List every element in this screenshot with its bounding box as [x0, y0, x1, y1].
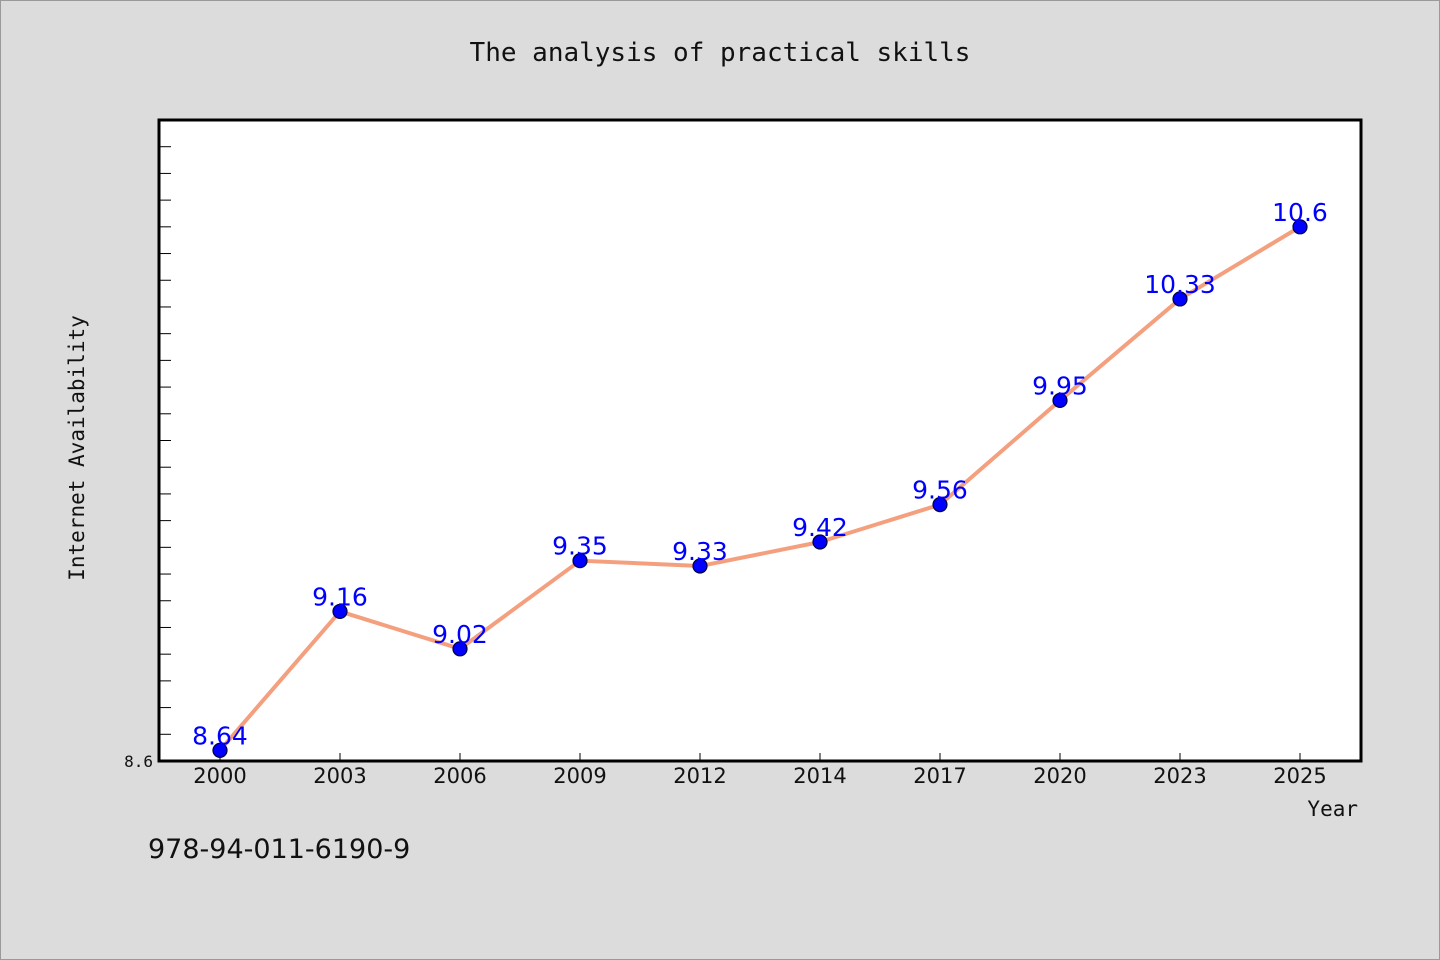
- data-point: [452, 641, 468, 657]
- data-label: 9.02: [432, 620, 488, 649]
- series-line: [218, 225, 1302, 752]
- data-label: 9.95: [1032, 371, 1088, 400]
- data-label: 8.64: [192, 721, 248, 750]
- series-markers: [212, 219, 1308, 758]
- data-point: [812, 534, 828, 550]
- x-tick-label: 2020: [1033, 764, 1086, 788]
- data-label: 9.16: [312, 582, 368, 611]
- data-point: [1292, 219, 1308, 235]
- x-tick-label: 2023: [1153, 764, 1206, 788]
- x-tick-label: 2025: [1273, 764, 1326, 788]
- data-point: [932, 497, 948, 513]
- data-point: [332, 603, 348, 620]
- x-tick-label: 2003: [313, 764, 366, 788]
- data-label: 10.33: [1144, 270, 1216, 299]
- data-label: 10.6: [1272, 198, 1328, 227]
- x-tick-label: 2000: [193, 764, 246, 788]
- y-tick-label: 8.6: [124, 752, 153, 771]
- x-tick-label: 2012: [673, 764, 726, 788]
- data-labels: 8.64 9.16 9.02 9.35 9.33 9.42 9.56 9.95 10.33 10.…: [192, 198, 1328, 750]
- footer-code: 978-94-011-6190-9: [148, 834, 411, 865]
- data-label: 9.42: [792, 513, 848, 542]
- x-tick-label: 2009: [553, 764, 606, 788]
- data-point: [212, 742, 228, 758]
- x-tick-label: 2006: [433, 764, 486, 788]
- data-point: [1052, 392, 1068, 409]
- chart-title: The analysis of practical skills: [470, 38, 971, 68]
- data-label: 9.56: [912, 476, 968, 505]
- data-label: 9.35: [552, 532, 608, 561]
- x-axis-ticks: 2000 2003 2006 2009 2012 2014 2017 2020 2023 2025: [193, 753, 1327, 788]
- x-axis-title: Year: [1307, 797, 1358, 821]
- data-point: [572, 553, 588, 569]
- y-axis-ticks: 8.6: [124, 146, 171, 771]
- plot-area: [157, 118, 1363, 763]
- x-tick-label: 2017: [913, 764, 966, 788]
- data-label: 9.33: [672, 537, 728, 566]
- data-point: [692, 558, 708, 574]
- x-tick-label: 2014: [793, 764, 846, 788]
- y-axis-title: Internet Availability: [65, 315, 89, 581]
- data-point: [1172, 291, 1188, 307]
